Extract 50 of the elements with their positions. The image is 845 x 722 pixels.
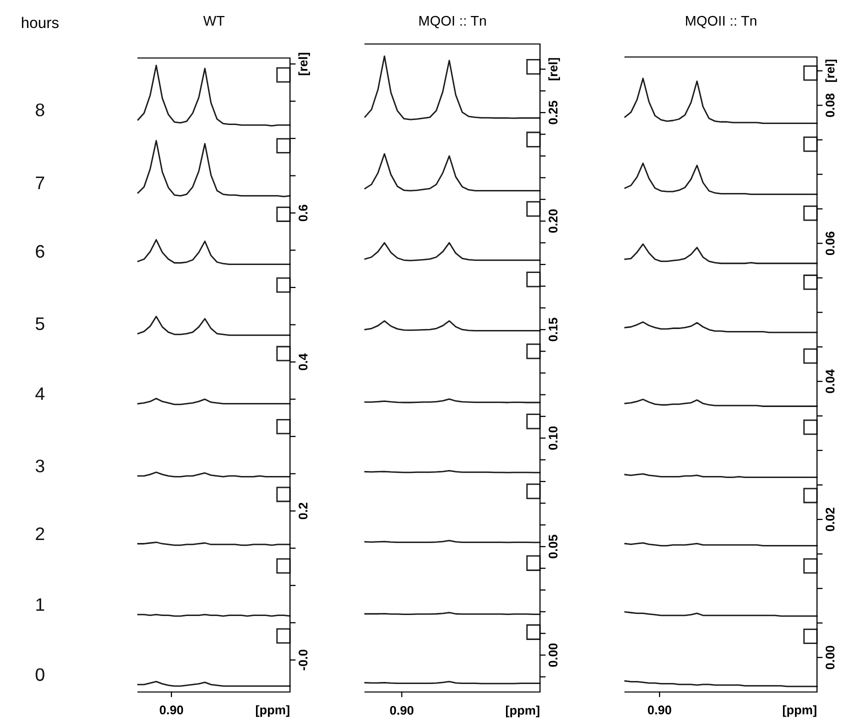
text: 8 bbox=[36, 103, 44, 116]
text: 3 bbox=[36, 460, 44, 472]
y-tick-label: 0.4 bbox=[298, 353, 308, 370]
chart-title: WT bbox=[203, 16, 224, 26]
chart-title: MQOI :: Tn bbox=[419, 16, 486, 28]
y-tick-label: [rel] bbox=[548, 58, 560, 80]
line-series bbox=[624, 78, 818, 124]
y-tick-label: -0.0 bbox=[298, 650, 308, 670]
y-tick-label: 0.10 bbox=[548, 426, 558, 450]
text: 2 bbox=[36, 527, 44, 540]
line-series bbox=[624, 162, 818, 196]
text: 7 bbox=[36, 176, 44, 190]
line-series bbox=[137, 140, 291, 198]
y-tick-label: 0.02 bbox=[826, 508, 835, 532]
x-axis-title: [ppm] bbox=[506, 706, 540, 718]
x-axis-title: [ppm] bbox=[256, 705, 290, 717]
line-series bbox=[624, 243, 818, 264]
line-series bbox=[364, 242, 541, 262]
text: 1 bbox=[36, 598, 44, 611]
y-tick-label: 0.08 bbox=[826, 94, 835, 117]
text: 0.90 bbox=[390, 706, 414, 715]
line-series bbox=[137, 239, 291, 266]
line-series bbox=[364, 55, 541, 120]
line-series bbox=[364, 320, 541, 332]
line-series bbox=[137, 316, 291, 336]
y-tick-label: 0.06 bbox=[826, 232, 835, 256]
y-tick-label: 0.2 bbox=[298, 502, 308, 520]
text: 0 bbox=[36, 668, 44, 681]
line-series bbox=[624, 398, 818, 407]
x-axis-title: [ppm] bbox=[782, 705, 816, 717]
text: 4 bbox=[35, 388, 44, 400]
y-tick-label: 0.00 bbox=[826, 646, 835, 670]
y-tick-label: 0.00 bbox=[548, 643, 558, 667]
text: 6 bbox=[36, 245, 44, 258]
y-tick-label: 0.20 bbox=[548, 209, 558, 233]
y-tick-label: [rel] bbox=[825, 60, 837, 82]
text: 5 bbox=[36, 317, 44, 330]
y-tick-label: 0.6 bbox=[298, 204, 308, 222]
line-series bbox=[364, 153, 541, 192]
line-series bbox=[137, 64, 291, 126]
y-tick-label: 0.25 bbox=[548, 100, 558, 124]
text: 0.90 bbox=[648, 706, 672, 714]
y-tick-label: 0.04 bbox=[826, 369, 835, 394]
y-tick-label: 0.05 bbox=[548, 534, 558, 558]
line-series bbox=[624, 321, 818, 334]
y-tick-label: [rel] bbox=[298, 52, 310, 76]
text: 0.90 bbox=[160, 706, 184, 714]
chart-title: MQOII :: Tn bbox=[686, 16, 756, 28]
y-tick-label: 0.15 bbox=[548, 318, 558, 342]
text: hours bbox=[22, 16, 59, 28]
